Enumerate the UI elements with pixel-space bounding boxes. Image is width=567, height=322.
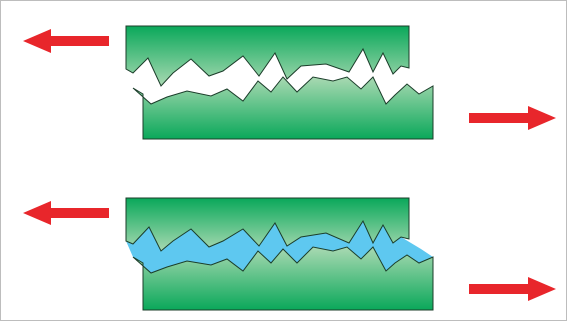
fracture-gap-air [126,49,433,104]
fracture-gap-fluid [126,221,433,273]
lower-rock-block [132,246,434,311]
arrow-right-icon [469,106,556,130]
panel-dry-fracture [23,25,556,140]
panel-fluid-fracture [23,197,556,311]
arrow-left-icon [23,201,109,225]
arrow-right-icon [469,277,556,301]
arrow-left-icon [23,29,109,53]
lower-rock-block [132,76,434,140]
upper-rock-block [125,25,410,87]
upper-rock-block [125,197,410,252]
